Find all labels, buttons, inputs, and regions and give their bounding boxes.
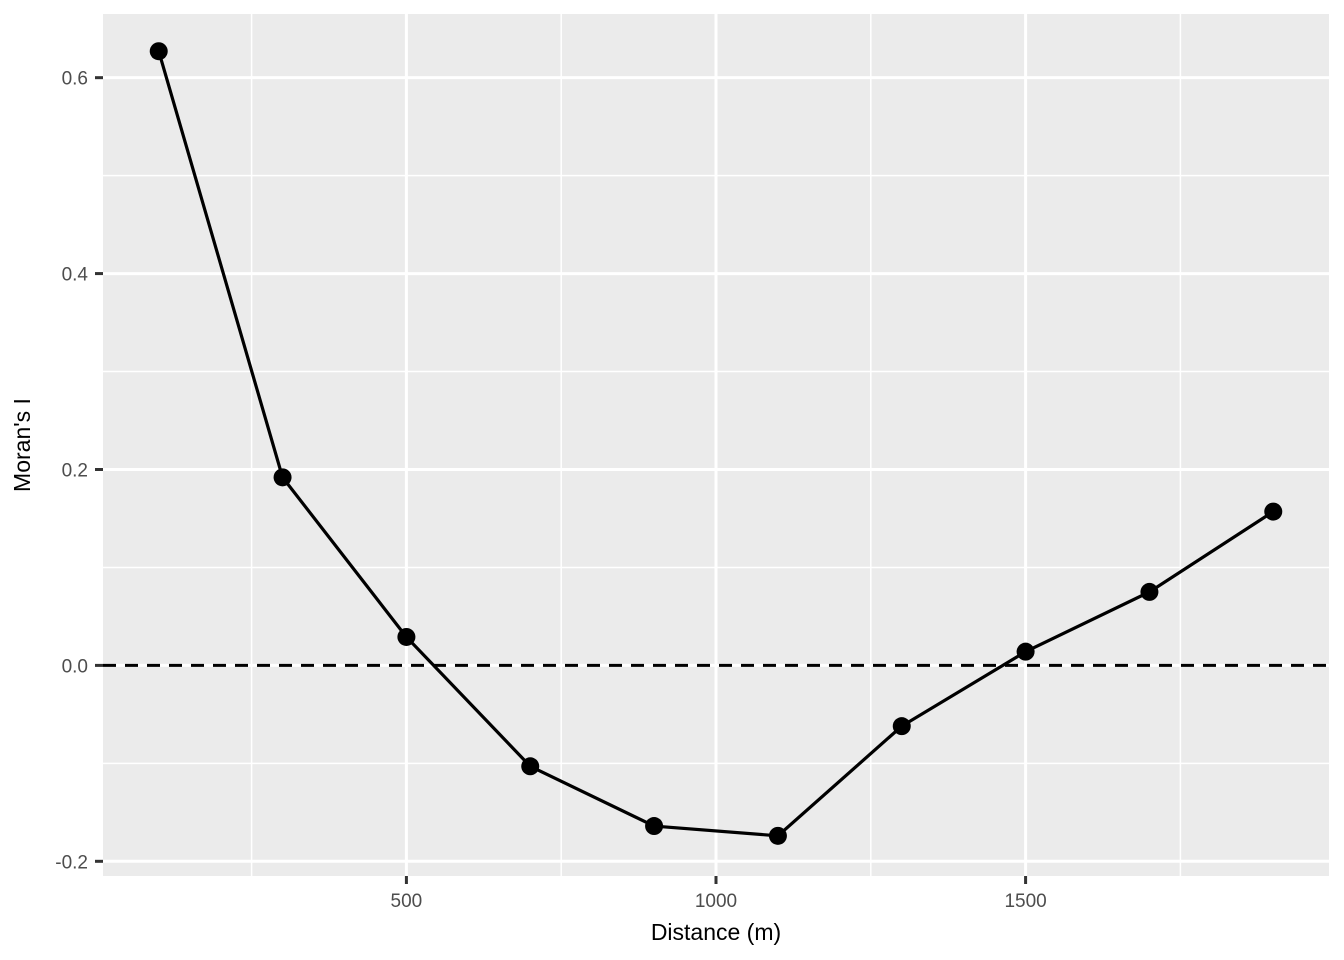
data-point [397,627,416,646]
data-point [768,826,787,845]
x-tick-label: 500 [391,891,423,912]
y-axis-tick-labels: -0.2 0.0 0.2 0.4 0.6 [55,69,88,874]
data-point [521,757,540,776]
y-tick-label: 0.4 [62,265,89,286]
data-point [892,717,911,736]
y-axis-tick-marks [95,76,103,863]
data-line [157,50,1275,838]
data-point [1016,642,1035,661]
x-tick-label: 1500 [1004,891,1046,912]
data-point [149,42,168,61]
data-points [149,42,1283,845]
y-axis-title: Moran's I [9,398,35,492]
y-tick-label: 0.2 [62,460,88,481]
x-axis-tick-labels: 500 1000 1500 [391,891,1047,912]
data-point [1140,582,1159,601]
y-tick-label: 0.6 [62,69,88,90]
x-tick-label: 1000 [695,891,737,912]
major-gridlines [103,14,1329,876]
data-point [645,817,664,836]
x-axis-tick-marks [404,876,1028,884]
y-tick-label: -0.2 [55,852,88,873]
y-tick-label: 0.0 [62,656,88,677]
data-point [273,468,292,487]
x-axis-title: Distance (m) [651,919,781,945]
data-point [1264,502,1283,521]
